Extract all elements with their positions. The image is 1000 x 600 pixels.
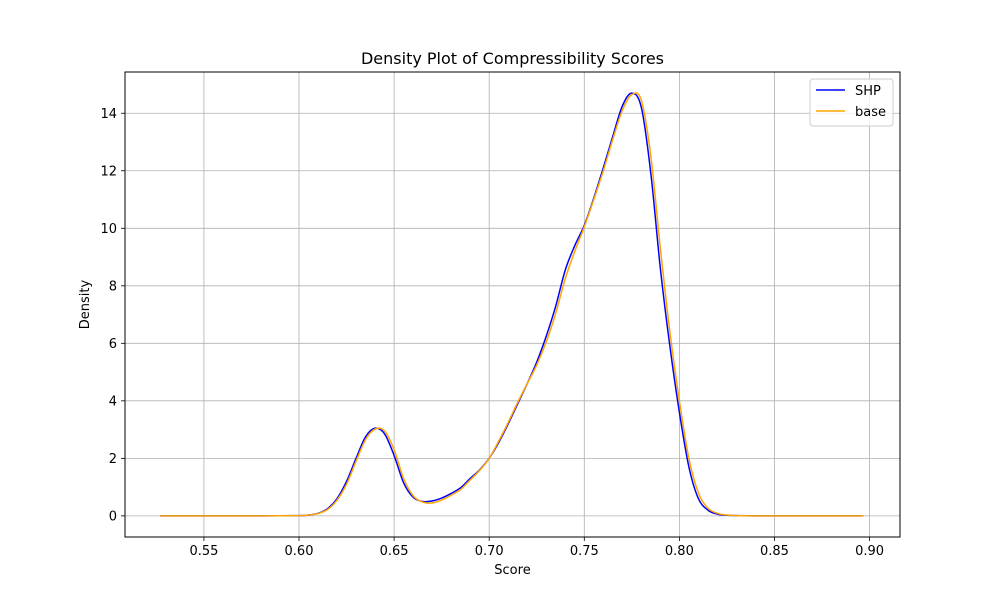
- y-tick-label: 14: [100, 107, 117, 122]
- x-tick-label: 0.85: [760, 544, 789, 559]
- y-tick-label: 4: [109, 394, 117, 409]
- x-axis-label: Score: [494, 563, 530, 578]
- x-tick-label: 0.90: [855, 544, 884, 559]
- x-tick-label: 0.65: [380, 544, 409, 559]
- y-tick-label: 12: [100, 164, 117, 179]
- y-tick-label: 2: [109, 452, 117, 467]
- y-tick-label: 0: [109, 509, 117, 524]
- x-axis-ticks: 0.55 0.60 0.65 0.70 0.75 0.80 0.85 0.90: [189, 537, 884, 559]
- y-tick-label: 10: [100, 222, 117, 237]
- y-axis-label: Density: [78, 279, 93, 329]
- y-tick-label: 6: [109, 337, 117, 352]
- x-tick-label: 0.75: [570, 544, 599, 559]
- plot-area-frame: [124, 71, 901, 538]
- legend-label-base: base: [855, 105, 886, 120]
- x-tick-label: 0.80: [665, 544, 694, 559]
- legend: SHP base: [809, 78, 894, 127]
- x-tick-label: 0.70: [475, 544, 504, 559]
- y-tick-label: 8: [109, 279, 117, 294]
- series-lines: [160, 92, 864, 517]
- chart-title: Density Plot of Compressibility Scores: [361, 49, 664, 68]
- legend-label-shp: SHP: [855, 84, 881, 99]
- x-tick-label: 0.55: [189, 544, 218, 559]
- x-tick-label: 0.60: [285, 544, 314, 559]
- y-axis-ticks: 0 2 4 6 8 10 12 14: [100, 107, 125, 524]
- series-line-base: [160, 92, 864, 517]
